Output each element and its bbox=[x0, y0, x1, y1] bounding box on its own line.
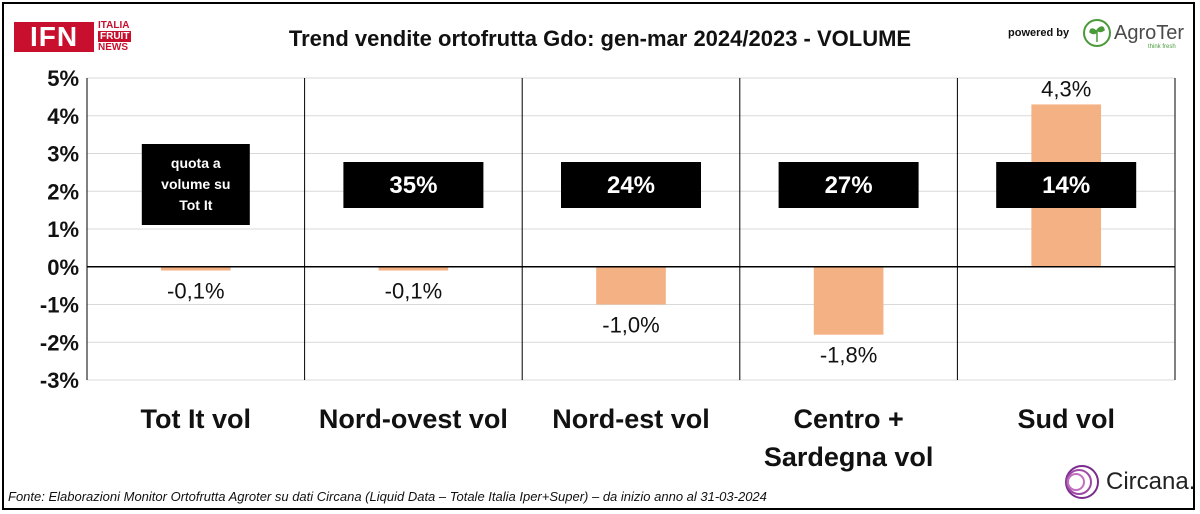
share-box bbox=[343, 162, 484, 208]
y-tick-label: -1% bbox=[40, 293, 79, 318]
circana-logo: Circana. bbox=[1062, 462, 1196, 502]
share-box bbox=[996, 162, 1137, 208]
y-tick-label: 1% bbox=[47, 217, 79, 242]
agroter-logo: AgroTer think fresh bbox=[1082, 14, 1192, 54]
source-note: Fonte: Elaborazioni Monitor Ortofrutta A… bbox=[8, 489, 767, 504]
bar-value-label: 4,3% bbox=[1041, 76, 1091, 101]
ifn-logo-line1: ITALIA bbox=[98, 20, 130, 31]
share-box-label: quota a bbox=[171, 155, 221, 171]
y-tick-label: 3% bbox=[47, 142, 79, 167]
bar bbox=[160, 266, 231, 271]
category-label: Centro + bbox=[793, 404, 903, 434]
bar bbox=[813, 266, 884, 335]
bar-value-label: -0,1% bbox=[167, 279, 224, 304]
bar-value-label: -1,0% bbox=[602, 313, 659, 338]
share-box-label: volume su bbox=[161, 176, 230, 192]
bar-value-label: -0,1% bbox=[385, 279, 442, 304]
agroter-tagline: think fresh bbox=[1148, 44, 1176, 50]
share-box-label: 35% bbox=[389, 172, 437, 199]
share-box-label: 24% bbox=[607, 172, 655, 199]
circana-name: Circana. bbox=[1106, 468, 1196, 495]
share-box-label: Tot It bbox=[179, 197, 213, 213]
agroter-name: AgroTer bbox=[1114, 22, 1185, 44]
share-box bbox=[561, 162, 701, 208]
powered-by-label: powered by bbox=[1008, 27, 1070, 39]
category-label: Tot It vol bbox=[141, 404, 251, 434]
category-label: Nord-ovest vol bbox=[319, 404, 508, 434]
ifn-logo-line2: FRUIT bbox=[98, 31, 132, 42]
y-tick-label: -2% bbox=[40, 330, 79, 355]
ifn-logo-mark: IFN bbox=[14, 22, 94, 52]
chart-title: Trend vendite ortofrutta Gdo: gen-mar 20… bbox=[288, 26, 912, 51]
agroter-leaf-icon bbox=[1083, 19, 1111, 47]
share-box-label: 14% bbox=[1042, 172, 1090, 199]
category-label: Nord-est vol bbox=[552, 404, 710, 434]
y-tick-label: 2% bbox=[47, 179, 79, 204]
ifn-logo-line3: NEWS bbox=[98, 42, 128, 53]
share-box bbox=[141, 144, 250, 225]
y-tick-label: 5% bbox=[47, 66, 79, 91]
y-tick-label: 4% bbox=[47, 104, 79, 129]
y-tick-label: -3% bbox=[40, 368, 79, 393]
ifn-logo: IFN ITALIA FRUIT NEWS bbox=[14, 14, 144, 56]
category-label: Sud vol bbox=[1017, 404, 1115, 434]
y-tick-label: 0% bbox=[47, 255, 79, 280]
share-box-label: 27% bbox=[825, 172, 873, 199]
circana-mark-icon bbox=[1065, 465, 1099, 499]
bar-value-label: -1,8% bbox=[820, 343, 877, 368]
bar bbox=[596, 266, 666, 305]
bar bbox=[378, 266, 449, 271]
share-box bbox=[778, 162, 919, 208]
category-label: Sardegna vol bbox=[764, 442, 934, 472]
ifn-logo-text: ITALIA FRUIT NEWS bbox=[98, 20, 132, 53]
